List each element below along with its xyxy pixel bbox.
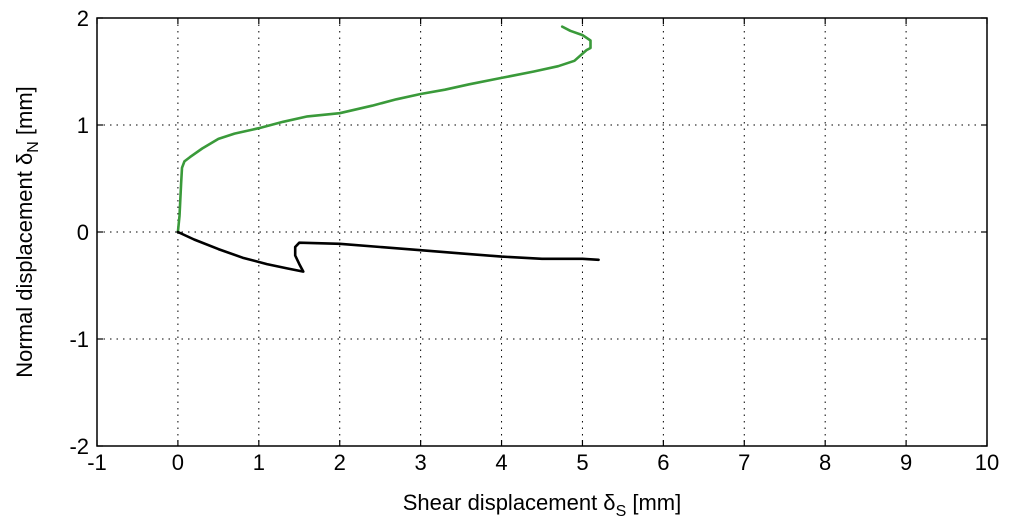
x-tick-label: 0: [172, 450, 184, 475]
x-tick-label: 2: [334, 450, 346, 475]
x-tick-label: 6: [657, 450, 669, 475]
x-tick-label: 9: [900, 450, 912, 475]
y-tick-label: -1: [69, 327, 89, 352]
x-tick-label: 1: [253, 450, 265, 475]
x-tick-label: 8: [819, 450, 831, 475]
x-tick-label: -1: [87, 450, 107, 475]
x-tick-label: 5: [576, 450, 588, 475]
y-axis-label: Normal displacement δN [mm]: [12, 86, 42, 378]
plot-frame: [96, 17, 988, 447]
series-line-1: [176, 25, 592, 234]
y-tick-label: -2: [69, 434, 89, 459]
x-tick-label: 4: [495, 450, 507, 475]
grid: [97, 18, 987, 446]
series-group: [176, 25, 600, 273]
y-tick-label: 2: [77, 6, 89, 31]
x-tick-label: 7: [738, 450, 750, 475]
series-line-2: [176, 230, 600, 273]
x-tick-labels: -1 0 1 2 3 4 5 6 7 8 9 10: [87, 18, 999, 475]
y-tick-labels: -2 -1 0 1 2: [69, 6, 987, 459]
y-tick-label: 0: [77, 220, 89, 245]
x-axis-label: Shear displacement δS [mm]: [403, 490, 681, 520]
y-tick-label: 1: [77, 113, 89, 138]
x-tick-label: 10: [975, 450, 999, 475]
x-tick-label: 3: [415, 450, 427, 475]
